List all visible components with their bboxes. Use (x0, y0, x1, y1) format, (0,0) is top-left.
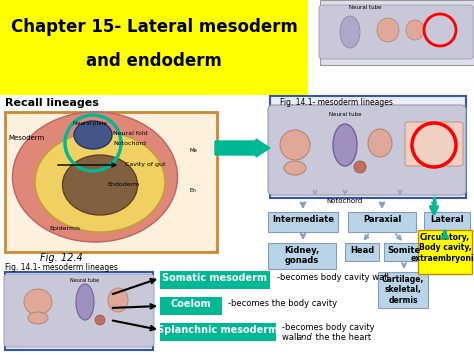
Text: Chapter 15- Lateral mesoderm: Chapter 15- Lateral mesoderm (10, 18, 298, 36)
Text: Kidney,
gonads: Kidney, gonads (284, 246, 319, 266)
Ellipse shape (280, 130, 310, 160)
Text: En: En (190, 188, 197, 193)
Ellipse shape (284, 161, 306, 175)
Text: Neural fold: Neural fold (113, 131, 147, 136)
FancyArrow shape (215, 139, 270, 157)
Bar (5, 272, 153, 350)
Text: Cavity of gut: Cavity of gut (125, 162, 165, 167)
FancyBboxPatch shape (405, 122, 463, 166)
Text: and: and (297, 333, 313, 342)
Text: the the heart: the the heart (313, 333, 371, 342)
Bar (320, 0, 474, 65)
Text: Neural tube: Neural tube (349, 5, 381, 10)
Bar (160, 297, 222, 315)
Text: Fig. 14.1- mesoderm lineages: Fig. 14.1- mesoderm lineages (280, 98, 393, 107)
Text: Lateral: Lateral (430, 215, 464, 224)
Bar (378, 272, 428, 308)
Ellipse shape (35, 132, 165, 232)
Ellipse shape (76, 284, 94, 320)
Text: Neural tube: Neural tube (71, 278, 100, 283)
Text: -becomes body cavity: -becomes body cavity (282, 323, 374, 332)
Text: Recall lineages: Recall lineages (5, 98, 99, 108)
FancyBboxPatch shape (268, 105, 466, 195)
Text: Me: Me (190, 148, 198, 153)
Text: Notochord: Notochord (113, 141, 146, 146)
Ellipse shape (377, 18, 399, 42)
Text: Endoderm: Endoderm (107, 182, 139, 187)
Text: Notochord: Notochord (327, 198, 363, 204)
Ellipse shape (28, 312, 48, 324)
Ellipse shape (74, 121, 112, 149)
Bar (0, 0, 308, 95)
Text: Somite: Somite (387, 246, 420, 255)
Ellipse shape (406, 20, 424, 40)
Text: Fig. 12.4: Fig. 12.4 (40, 253, 83, 263)
Text: Circulatory,
Body cavity,
extraembryonic: Circulatory, Body cavity, extraembryonic (411, 233, 474, 263)
Ellipse shape (340, 16, 360, 48)
Text: -becomes body cavity wall: -becomes body cavity wall (277, 273, 389, 282)
Text: Fig. 14.1- mesoderm lineages: Fig. 14.1- mesoderm lineages (5, 263, 118, 272)
Ellipse shape (368, 129, 392, 157)
Bar (345, 243, 379, 261)
Text: Mesoderm: Mesoderm (8, 135, 44, 141)
Circle shape (95, 315, 105, 325)
Bar (384, 243, 424, 261)
Bar (270, 96, 466, 198)
Ellipse shape (333, 124, 357, 166)
Text: Somatic mesoderm: Somatic mesoderm (163, 273, 267, 283)
Bar (268, 243, 336, 269)
Text: Epidermis: Epidermis (49, 226, 81, 231)
Bar (5, 112, 217, 252)
Bar (160, 271, 270, 289)
Text: Coelom: Coelom (171, 299, 211, 309)
Bar (268, 212, 338, 232)
Circle shape (354, 161, 366, 173)
FancyBboxPatch shape (319, 5, 473, 59)
Text: Cartilage,
skeletal,
dermis: Cartilage, skeletal, dermis (382, 275, 424, 305)
Text: Paraxial: Paraxial (363, 215, 401, 224)
Bar (348, 212, 416, 232)
Text: Intermediate: Intermediate (272, 215, 334, 224)
Ellipse shape (63, 155, 137, 215)
Ellipse shape (108, 288, 128, 312)
Bar (424, 212, 470, 232)
Ellipse shape (24, 289, 52, 315)
Bar (160, 323, 276, 341)
Text: Head: Head (350, 246, 374, 255)
Text: -becomes the body cavity: -becomes the body cavity (228, 299, 337, 308)
FancyBboxPatch shape (4, 274, 154, 347)
Text: wall: wall (282, 333, 301, 342)
Text: Neural plate: Neural plate (73, 121, 107, 126)
Text: and endoderm: and endoderm (86, 52, 222, 70)
Bar (418, 230, 472, 274)
Text: Splanchnic mesoderm: Splanchnic mesoderm (157, 325, 279, 335)
Ellipse shape (12, 112, 177, 242)
Text: Neural tube: Neural tube (329, 112, 361, 117)
